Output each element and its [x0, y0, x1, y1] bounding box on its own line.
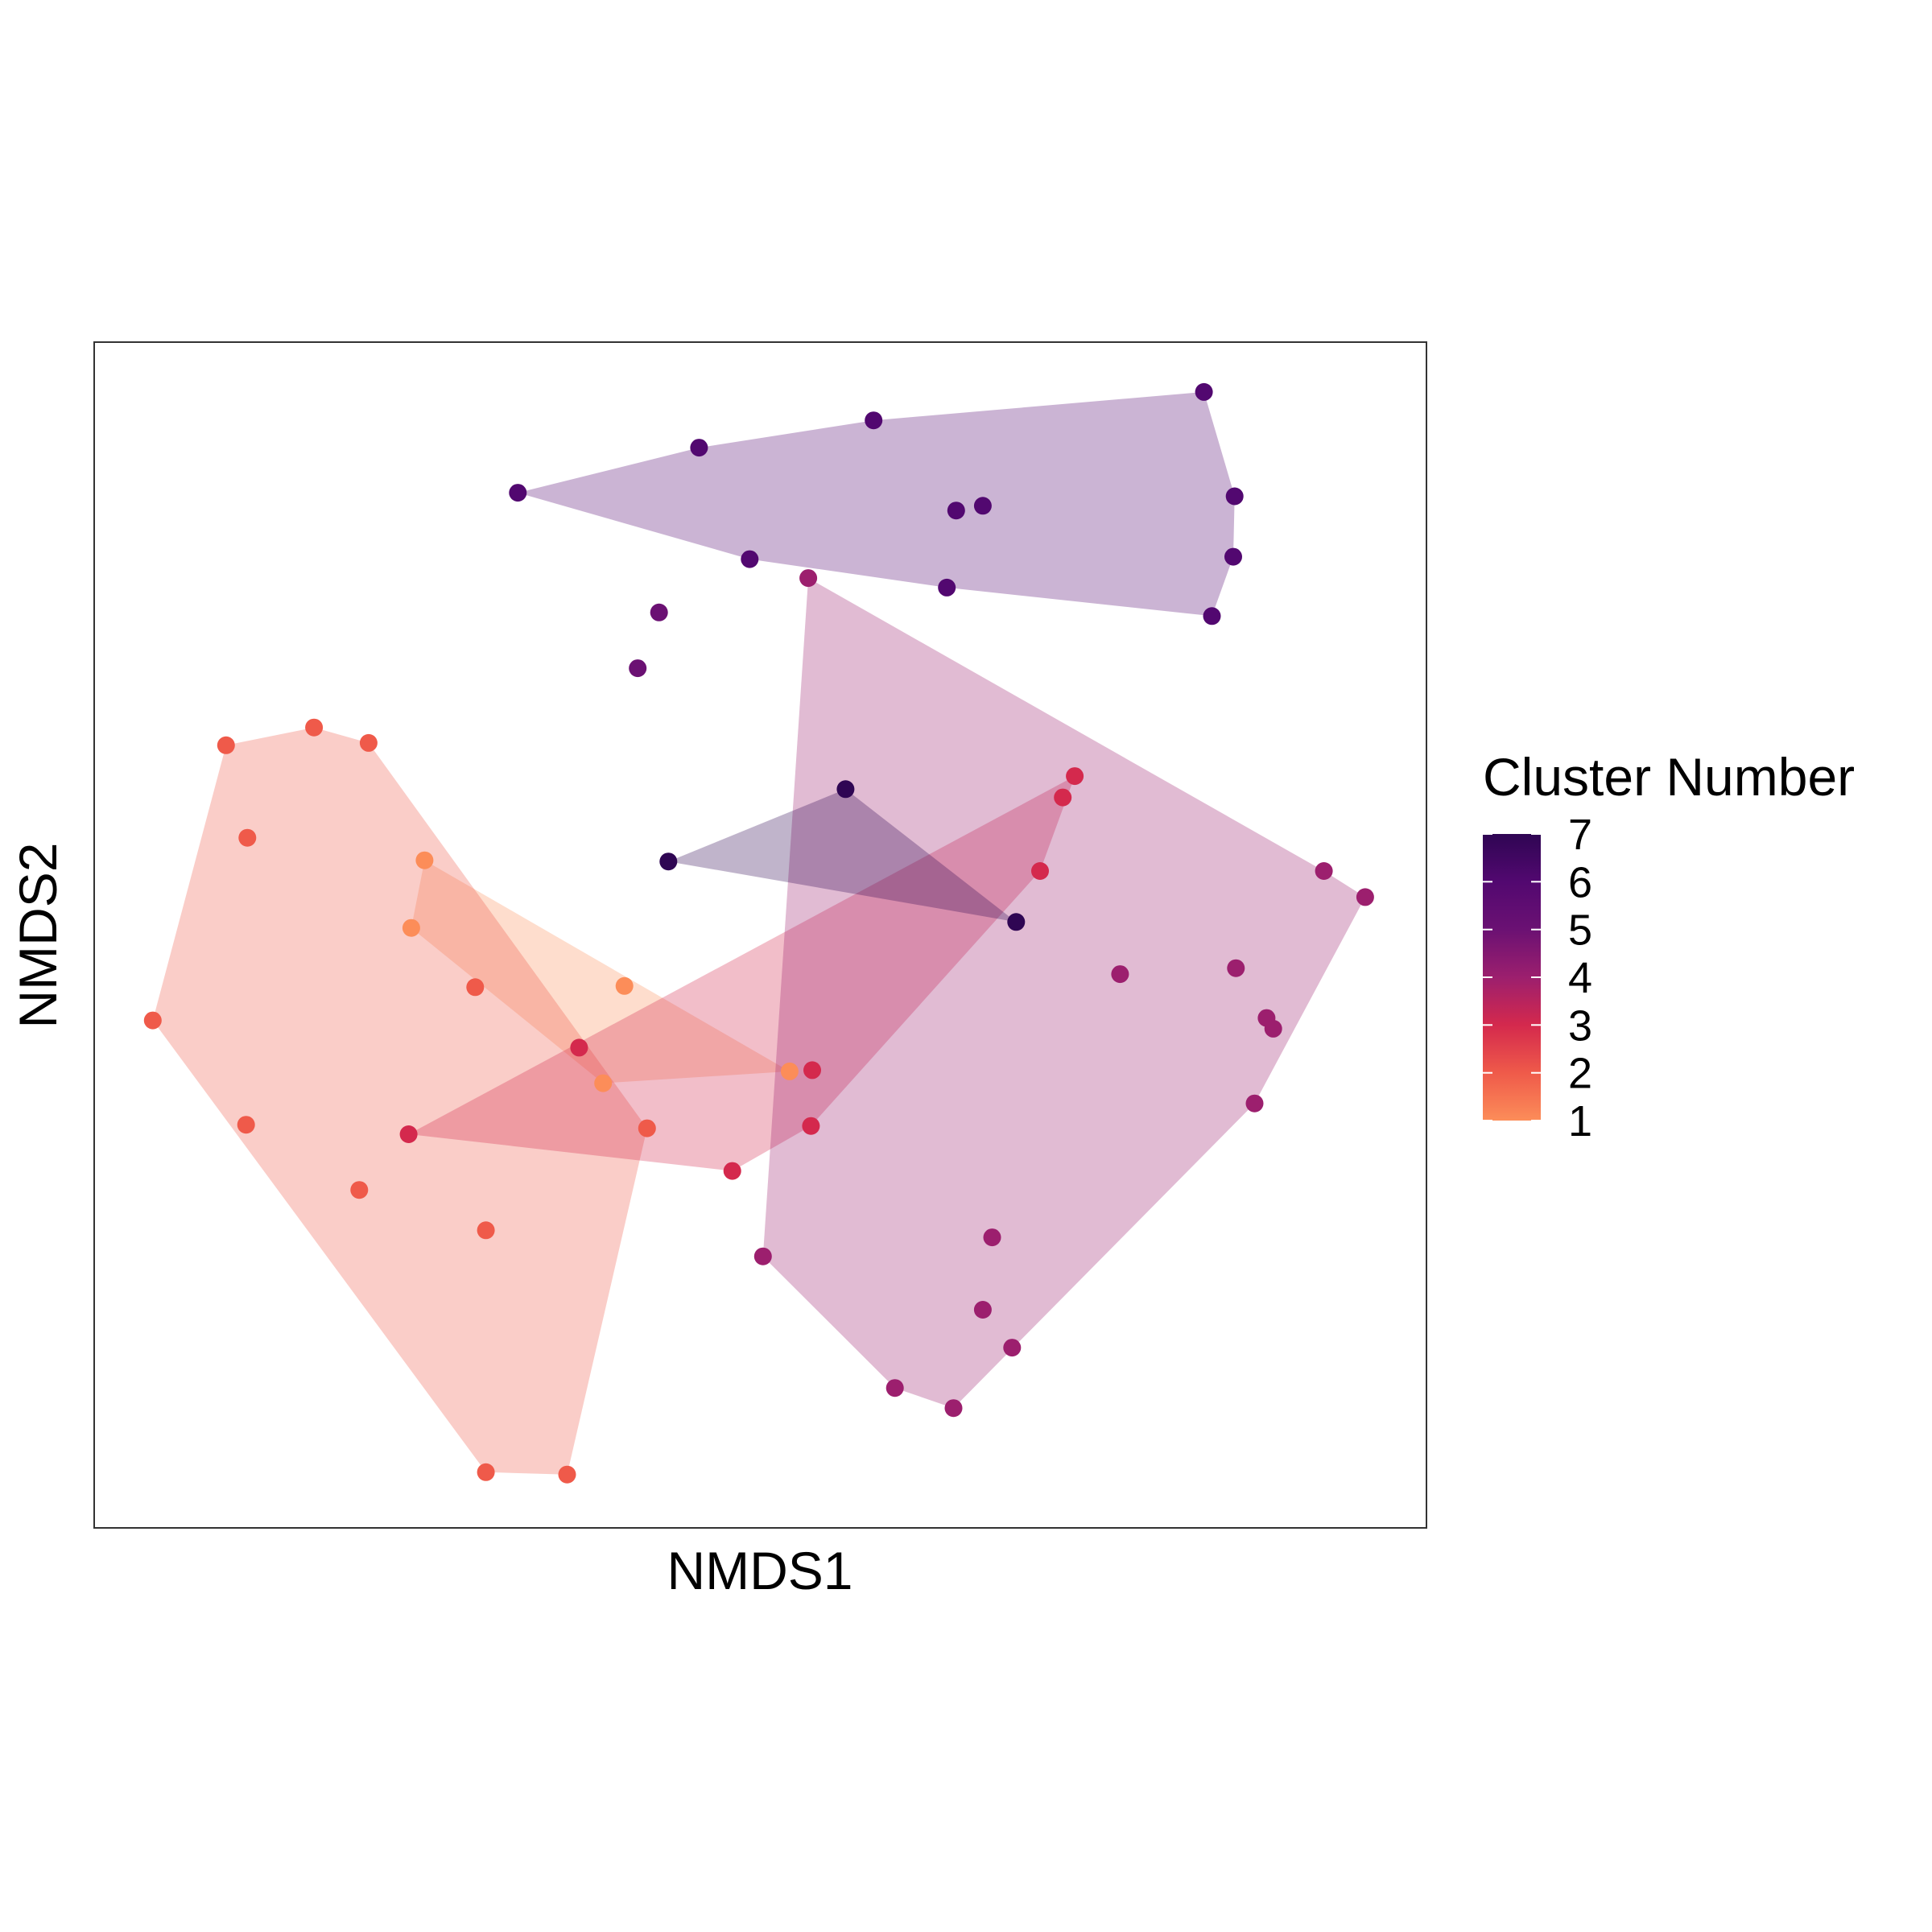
cluster-4-point	[944, 1399, 963, 1418]
cluster-6-point	[509, 484, 527, 502]
cluster-4-point	[1315, 862, 1333, 880]
cluster-6-point	[947, 502, 965, 520]
legend-tick-label: 1	[1568, 1097, 1592, 1146]
cluster-3-point	[1054, 788, 1072, 807]
cluster-hulls	[152, 391, 1365, 1475]
cluster-2-point	[477, 1463, 495, 1481]
legend-tick-label: 7	[1568, 811, 1592, 859]
cluster-4-point	[973, 1301, 992, 1319]
cluster-6-point	[973, 497, 992, 515]
cluster-7-point	[659, 852, 678, 871]
cluster-6-point	[1224, 547, 1242, 566]
cluster-3-point	[1066, 767, 1084, 786]
cluster-3-point	[399, 1125, 418, 1143]
cluster-1-hull	[411, 860, 790, 1084]
legend-tick-label: 5	[1568, 906, 1592, 955]
cluster-6-point	[1225, 487, 1244, 506]
cluster-2-point	[217, 736, 235, 754]
cluster-1-point	[594, 1074, 613, 1092]
cluster-1-point	[402, 919, 420, 937]
cluster-2-point	[305, 718, 324, 737]
cluster-5-point	[650, 603, 668, 621]
cluster-3-hull	[408, 776, 1075, 1171]
cluster-6-point	[690, 439, 708, 457]
cluster-3-point	[802, 1117, 820, 1135]
cluster-2-hull	[152, 727, 647, 1475]
cluster-3-point	[723, 1162, 741, 1180]
cluster-4-point	[1227, 959, 1245, 977]
data-points	[143, 382, 1374, 1484]
plot-panel-border	[93, 341, 1427, 1529]
cluster-2-point	[359, 733, 378, 752]
cluster-2-point	[350, 1181, 369, 1199]
cluster-7-point	[836, 780, 855, 799]
cluster-3-point	[803, 1061, 821, 1080]
cluster-4-point	[1111, 965, 1129, 984]
cluster-6-point	[1203, 607, 1221, 625]
plot-panel-background	[94, 342, 1426, 1528]
cluster-7-hull	[668, 789, 1017, 923]
cluster-7-point	[1007, 913, 1026, 931]
cluster-5-point	[629, 659, 647, 678]
cluster-1-point	[415, 851, 434, 869]
legend-tick-label: 3	[1568, 1001, 1592, 1050]
cluster-4-point	[1356, 888, 1374, 906]
cluster-6-point	[1195, 382, 1213, 401]
x-axis-title: NMDS1	[667, 1541, 852, 1600]
legend-tick-label: 2	[1568, 1050, 1592, 1098]
cluster-1-point	[615, 976, 634, 995]
cluster-1-point	[780, 1062, 799, 1080]
cluster-6-hull	[518, 391, 1235, 617]
y-axis-title: NMDS2	[8, 842, 68, 1028]
cluster-2-point	[558, 1465, 576, 1484]
cluster-4-point	[1245, 1094, 1264, 1113]
cluster-2-point	[237, 1116, 255, 1134]
legend-tick-label: 6	[1568, 858, 1592, 906]
cluster-2-point	[638, 1119, 656, 1137]
cluster-4-point	[799, 569, 818, 588]
cluster-4-point	[753, 1247, 772, 1265]
legend-tick-label: 4	[1568, 954, 1592, 1002]
cluster-3-point	[1031, 862, 1049, 880]
cluster-6-point	[741, 550, 759, 568]
cluster-4-point	[886, 1379, 904, 1397]
cluster-4-point	[983, 1228, 1001, 1247]
cluster-2-point	[143, 1011, 162, 1030]
cluster-6-point	[938, 578, 956, 597]
cluster-4-hull	[762, 578, 1365, 1409]
cluster-6-point	[865, 411, 883, 430]
cluster-3-point	[570, 1038, 588, 1057]
cluster-4-point	[1264, 1019, 1282, 1038]
cluster-2-point	[238, 828, 257, 847]
cluster-2-point	[477, 1221, 495, 1240]
legend-title: Cluster Number	[1483, 747, 1855, 807]
cluster-2-point	[466, 978, 485, 997]
cluster-4-point	[1003, 1339, 1022, 1357]
